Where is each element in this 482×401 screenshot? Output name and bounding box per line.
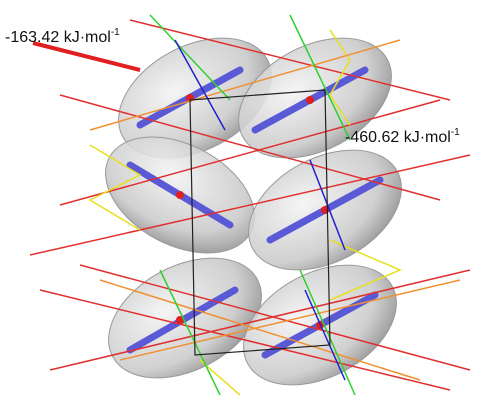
highlight-line <box>33 43 140 70</box>
energy-label: -460.62 kJ·mol-1 <box>345 127 460 146</box>
energy-label: -163.42 kJ·mol-1 <box>5 27 120 46</box>
energy-framework: -163.42 kJ·mol-1 -460.62 kJ·mol-1 <box>0 0 482 401</box>
page: -163.42 kJ·mol-1 -460.62 kJ·mol-1 (() =>… <box>0 0 482 401</box>
